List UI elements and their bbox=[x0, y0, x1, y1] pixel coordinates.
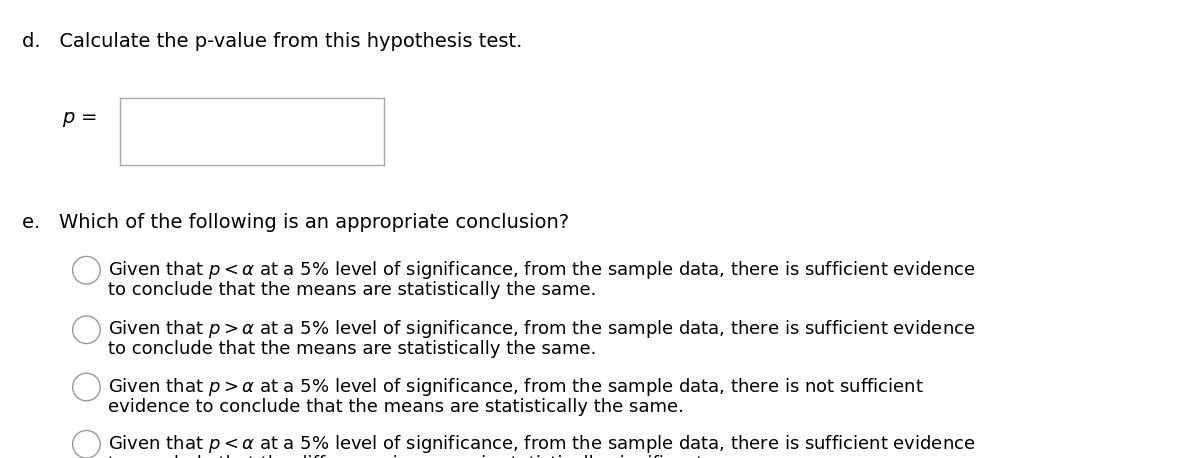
Text: evidence to conclude that the means are statistically the same.: evidence to conclude that the means are … bbox=[108, 398, 684, 415]
Ellipse shape bbox=[72, 256, 100, 284]
Text: e.   Which of the following is an appropriate conclusion?: e. Which of the following is an appropri… bbox=[22, 213, 569, 232]
Text: Given that $p < \alpha$ at a 5% level of significance, from the sample data, the: Given that $p < \alpha$ at a 5% level of… bbox=[108, 433, 976, 455]
Text: to conclude that the means are statistically the same.: to conclude that the means are statistic… bbox=[108, 281, 596, 299]
Text: d.   Calculate the p-value from this hypothesis test.: d. Calculate the p-value from this hypot… bbox=[22, 32, 522, 51]
Text: Given that $p > \alpha$ at a 5% level of significance, from the sample data, the: Given that $p > \alpha$ at a 5% level of… bbox=[108, 318, 976, 340]
Ellipse shape bbox=[72, 316, 100, 344]
Text: to conclude that the means are statistically the same.: to conclude that the means are statistic… bbox=[108, 340, 596, 358]
Text: to conclude that the difference in means is statistically significant.: to conclude that the difference in means… bbox=[108, 455, 709, 458]
Ellipse shape bbox=[72, 431, 100, 458]
Text: $p$ =: $p$ = bbox=[62, 109, 97, 129]
Ellipse shape bbox=[72, 373, 100, 401]
Text: Given that $p > \alpha$ at a 5% level of significance, from the sample data, the: Given that $p > \alpha$ at a 5% level of… bbox=[108, 376, 924, 398]
Text: Given that $p < \alpha$ at a 5% level of significance, from the sample data, the: Given that $p < \alpha$ at a 5% level of… bbox=[108, 259, 976, 281]
